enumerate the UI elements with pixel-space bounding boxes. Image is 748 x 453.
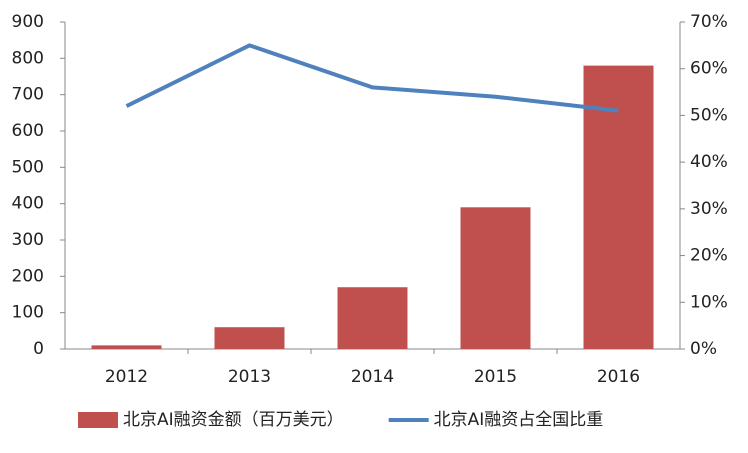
y2-tick-label: 70% [690, 12, 728, 32]
y-tick-label: 600 [12, 121, 44, 141]
y-tick-label: 100 [12, 303, 44, 323]
y-tick-label: 800 [12, 48, 44, 68]
bar [91, 345, 162, 349]
x-tick-label: 2015 [474, 367, 517, 387]
y2-tick-label: 40% [690, 152, 728, 172]
y-tick-label: 0 [33, 339, 44, 359]
y-tick-label: 200 [12, 266, 44, 286]
y-tick-label: 500 [12, 157, 44, 177]
bar [214, 327, 285, 349]
line [125, 43, 619, 113]
y-tick-label: 300 [12, 230, 44, 250]
y2-tick-label: 10% [690, 292, 728, 312]
legend-label: 北京AI融资占全国比重 [434, 410, 604, 430]
y2-tick-label: 0% [690, 339, 717, 359]
legend-label: 北京AI融资金额（百万美元） [123, 410, 344, 430]
x-tick-label: 2016 [597, 367, 640, 387]
y-tick-label: 700 [12, 85, 44, 105]
legend-swatch [78, 412, 118, 428]
y2-tick-label: 30% [690, 199, 728, 219]
y2-tick-label: 60% [690, 59, 728, 79]
x-tick-label: 2013 [228, 367, 271, 387]
y2-tick-label: 50% [690, 105, 728, 125]
y-tick-label: 400 [12, 194, 44, 214]
y2-tick-label: 20% [690, 246, 728, 266]
bar [337, 287, 408, 349]
y-tick-label: 900 [12, 12, 44, 32]
bar [583, 65, 654, 349]
bar [460, 207, 531, 349]
x-tick-label: 2012 [105, 367, 148, 387]
x-tick-label: 2014 [351, 367, 394, 387]
